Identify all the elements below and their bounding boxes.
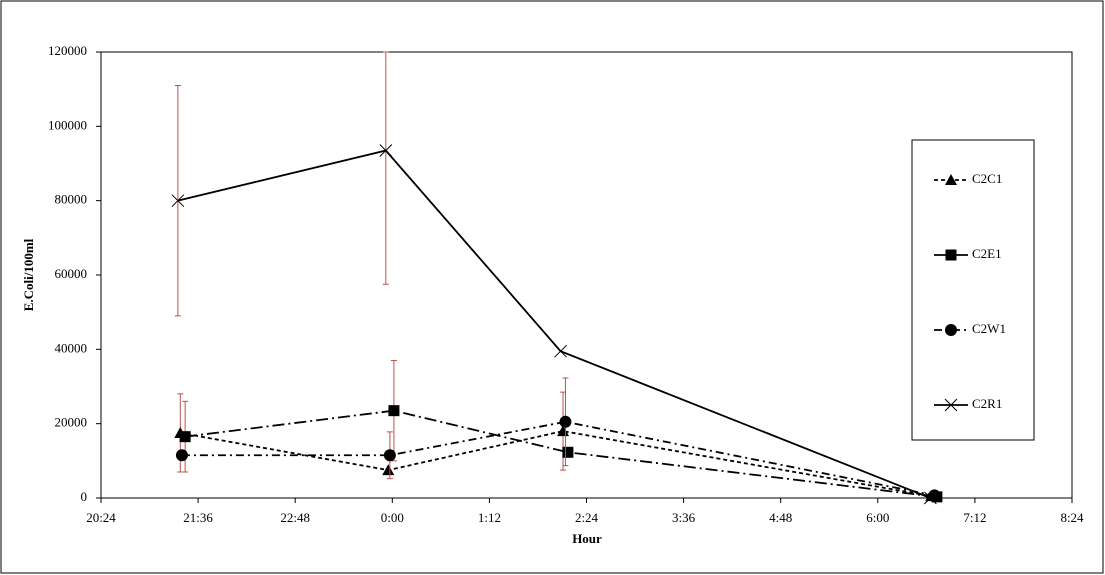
point	[557, 425, 570, 437]
x-tick-label: 20:24	[86, 510, 116, 525]
x-tick-label: 6:00	[866, 510, 889, 525]
legend-marker	[945, 249, 957, 261]
legend-label: C2E1	[972, 246, 1002, 261]
y-tick-label: 120000	[48, 43, 87, 58]
y-tick-label: 80000	[55, 192, 88, 207]
point	[175, 449, 188, 462]
x-tick-label: 8:24	[1060, 510, 1084, 525]
point	[379, 144, 393, 157]
point	[383, 449, 396, 462]
point	[179, 431, 191, 443]
x-tick-label: 21:36	[183, 510, 213, 525]
series-line	[185, 409, 937, 498]
x-tick-label: 4:48	[769, 510, 792, 525]
x-tick-label: 2:24	[575, 510, 599, 525]
y-tick-label: 60000	[55, 266, 88, 281]
legend-marker	[945, 324, 957, 336]
x-tick-label: 1:12	[478, 510, 501, 525]
point	[388, 405, 400, 417]
y-tick-label: 20000	[55, 415, 88, 430]
point	[562, 446, 574, 458]
series-line	[180, 430, 932, 498]
point	[559, 415, 572, 428]
x-tick-label: 7:12	[963, 510, 986, 525]
point	[382, 464, 395, 476]
series-line	[181, 420, 935, 497]
legend-marker	[945, 174, 957, 185]
legend-label: C2R1	[972, 396, 1002, 411]
point	[554, 344, 567, 358]
x-tick-label: 22:48	[280, 510, 310, 525]
legend-label: C2W1	[972, 321, 1006, 336]
y-tick-label: 0	[81, 489, 88, 504]
legend-marker	[944, 398, 958, 412]
point	[928, 489, 941, 502]
x-tick-label: 0:00	[381, 510, 404, 525]
legend-label: C2C1	[972, 171, 1002, 186]
x-axis-title: Hour	[572, 531, 602, 546]
series-line	[177, 149, 931, 499]
y-axis-title: E.Coli/100ml	[21, 238, 36, 311]
error-bar	[382, 51, 389, 285]
point	[171, 194, 185, 208]
y-tick-label: 40000	[55, 340, 88, 355]
point	[924, 491, 937, 505]
y-tick-label: 100000	[48, 117, 87, 132]
legend-box	[911, 139, 1035, 441]
x-tick-label: 3:36	[672, 510, 696, 525]
